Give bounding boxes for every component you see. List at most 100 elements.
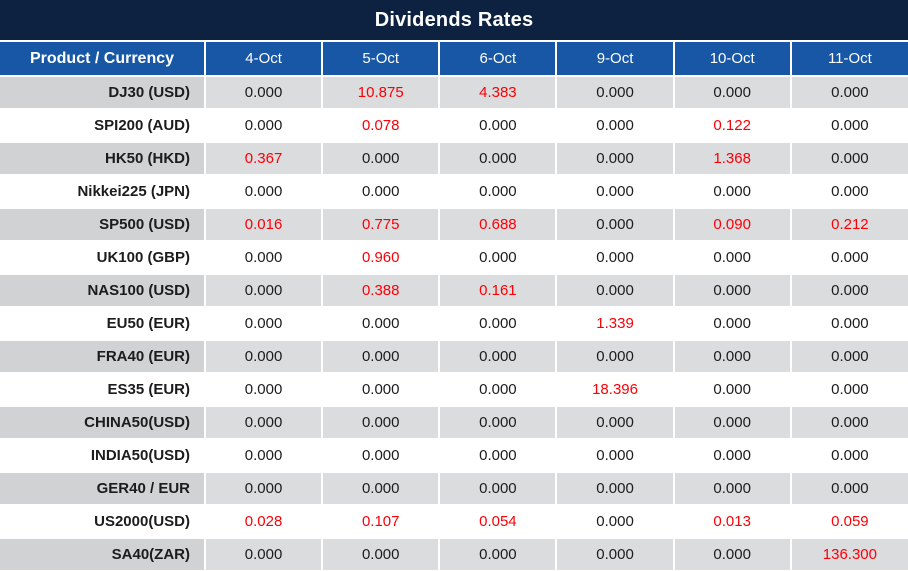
value-cell: 0.000 bbox=[439, 109, 558, 143]
value-cell: 0.000 bbox=[673, 538, 792, 571]
value-cell: 0.000 bbox=[205, 439, 324, 473]
product-cell: INDIA50(USD) bbox=[0, 439, 206, 473]
value-cell: 0.000 bbox=[556, 439, 675, 473]
product-cell: HK50 (HKD) bbox=[0, 142, 206, 176]
value-cell: 0.000 bbox=[556, 175, 675, 209]
value-cell: 0.000 bbox=[556, 472, 675, 506]
value-cell: 0.000 bbox=[205, 406, 324, 440]
table-row: UK100 (GBP) 0.000 0.960 0.000 0.000 0.000 0.00… bbox=[0, 241, 908, 275]
table-row: SPI200 (AUD) 0.000 0.078 0.000 0.000 0.122 0.0… bbox=[0, 109, 908, 143]
value-cell: 0.000 bbox=[790, 175, 908, 209]
value-cell: 0.000 bbox=[439, 439, 558, 473]
product-cell: SPI200 (AUD) bbox=[0, 109, 206, 143]
value-cell: 0.000 bbox=[322, 406, 441, 440]
value-cell: 0.000 bbox=[322, 340, 441, 374]
value-cell: 0.000 bbox=[322, 142, 441, 176]
table-row: EU50 (EUR) 0.000 0.000 0.000 1.339 0.000 0.000 bbox=[0, 307, 908, 341]
value-cell: 0.000 bbox=[322, 175, 441, 209]
value-cell: 0.000 bbox=[556, 538, 675, 571]
product-cell: GER40 / EUR bbox=[0, 472, 206, 506]
table-row: SP500 (USD) 0.016 0.775 0.688 0.000 0.090 0.21… bbox=[0, 208, 908, 242]
value-cell: 0.000 bbox=[556, 208, 675, 242]
value-cell: 0.000 bbox=[205, 373, 324, 407]
product-cell: NAS100 (USD) bbox=[0, 274, 206, 308]
product-cell: Nikkei225 (JPN) bbox=[0, 175, 206, 209]
value-cell: 18.396 bbox=[556, 373, 675, 407]
value-cell: 0.367 bbox=[205, 142, 324, 176]
value-cell: 0.000 bbox=[790, 307, 908, 341]
value-cell: 0.016 bbox=[205, 208, 324, 242]
value-cell: 0.161 bbox=[439, 274, 558, 308]
date-header: 4-Oct bbox=[205, 42, 324, 77]
header-row: Product / Currency 4-Oct 5-Oct 6-Oct 9-Oct 10… bbox=[0, 42, 908, 77]
value-cell: 0.000 bbox=[205, 472, 324, 506]
value-cell: 0.000 bbox=[439, 175, 558, 209]
product-cell: EU50 (EUR) bbox=[0, 307, 206, 341]
value-cell: 0.000 bbox=[790, 109, 908, 143]
table-row: GER40 / EUR 0.000 0.000 0.000 0.000 0.000 0.00… bbox=[0, 472, 908, 506]
value-cell: 0.000 bbox=[790, 340, 908, 374]
value-cell: 0.000 bbox=[790, 241, 908, 275]
value-cell: 0.000 bbox=[439, 472, 558, 506]
date-header: 6-Oct bbox=[439, 42, 558, 77]
value-cell: 0.000 bbox=[556, 274, 675, 308]
value-cell: 0.000 bbox=[790, 439, 908, 473]
table-row: US2000(USD) 0.028 0.107 0.054 0.000 0.013 0.05… bbox=[0, 505, 908, 539]
value-cell: 0.000 bbox=[205, 538, 324, 571]
value-cell: 0.000 bbox=[205, 76, 324, 110]
value-cell: 0.122 bbox=[673, 109, 792, 143]
product-currency-header: Product / Currency bbox=[0, 42, 206, 77]
value-cell: 136.300 bbox=[790, 538, 908, 571]
table-row: HK50 (HKD) 0.367 0.000 0.000 0.000 1.368 0.000 bbox=[0, 142, 908, 176]
date-header: 10-Oct bbox=[673, 42, 792, 77]
value-cell: 0.000 bbox=[439, 241, 558, 275]
value-cell: 0.000 bbox=[205, 274, 324, 308]
product-cell: SP500 (USD) bbox=[0, 208, 206, 242]
value-cell: 0.000 bbox=[556, 241, 675, 275]
value-cell: 0.000 bbox=[790, 472, 908, 506]
table-row: SA40(ZAR) 0.000 0.000 0.000 0.000 0.000 136.30… bbox=[0, 538, 908, 571]
value-cell: 0.000 bbox=[322, 472, 441, 506]
value-cell: 0.000 bbox=[673, 274, 792, 308]
value-cell: 0.000 bbox=[439, 373, 558, 407]
value-cell: 0.688 bbox=[439, 208, 558, 242]
product-cell: ES35 (EUR) bbox=[0, 373, 206, 407]
value-cell: 0.059 bbox=[790, 505, 908, 539]
value-cell: 0.000 bbox=[673, 175, 792, 209]
page-title: Dividends Rates bbox=[0, 0, 908, 42]
value-cell: 0.000 bbox=[439, 142, 558, 176]
value-cell: 0.000 bbox=[790, 373, 908, 407]
value-cell: 0.000 bbox=[205, 175, 324, 209]
value-cell: 4.383 bbox=[439, 76, 558, 110]
product-cell: CHINA50(USD) bbox=[0, 406, 206, 440]
value-cell: 0.000 bbox=[205, 109, 324, 143]
value-cell: 1.339 bbox=[556, 307, 675, 341]
value-cell: 0.960 bbox=[322, 241, 441, 275]
value-cell: 0.000 bbox=[673, 307, 792, 341]
value-cell: 0.000 bbox=[322, 538, 441, 571]
value-cell: 0.388 bbox=[322, 274, 441, 308]
value-cell: 0.000 bbox=[673, 241, 792, 275]
table-row: CHINA50(USD) 0.000 0.000 0.000 0.000 0.000 0.0… bbox=[0, 406, 908, 440]
value-cell: 0.775 bbox=[322, 208, 441, 242]
value-cell: 0.013 bbox=[673, 505, 792, 539]
date-header: 11-Oct bbox=[790, 42, 908, 77]
value-cell: 0.054 bbox=[439, 505, 558, 539]
value-cell: 0.000 bbox=[790, 76, 908, 110]
product-cell: DJ30 (USD) bbox=[0, 76, 206, 110]
table-row: INDIA50(USD) 0.000 0.000 0.000 0.000 0.000 0.0… bbox=[0, 439, 908, 473]
product-cell: UK100 (GBP) bbox=[0, 241, 206, 275]
dividends-rates-table: Product / Currency 4-Oct 5-Oct 6-Oct 9-Oct 10… bbox=[0, 42, 908, 571]
value-cell: 0.000 bbox=[556, 505, 675, 539]
table-row: ES35 (EUR) 0.000 0.000 0.000 18.396 0.000 0.00… bbox=[0, 373, 908, 407]
value-cell: 0.000 bbox=[673, 373, 792, 407]
value-cell: 0.000 bbox=[556, 142, 675, 176]
value-cell: 0.000 bbox=[790, 406, 908, 440]
value-cell: 0.000 bbox=[439, 307, 558, 341]
table-row: DJ30 (USD) 0.000 10.875 4.383 0.000 0.000 0.00… bbox=[0, 76, 908, 110]
value-cell: 0.000 bbox=[439, 406, 558, 440]
value-cell: 0.000 bbox=[439, 340, 558, 374]
table-row: NAS100 (USD) 0.000 0.388 0.161 0.000 0.000 0.0… bbox=[0, 274, 908, 308]
value-cell: 0.000 bbox=[673, 76, 792, 110]
